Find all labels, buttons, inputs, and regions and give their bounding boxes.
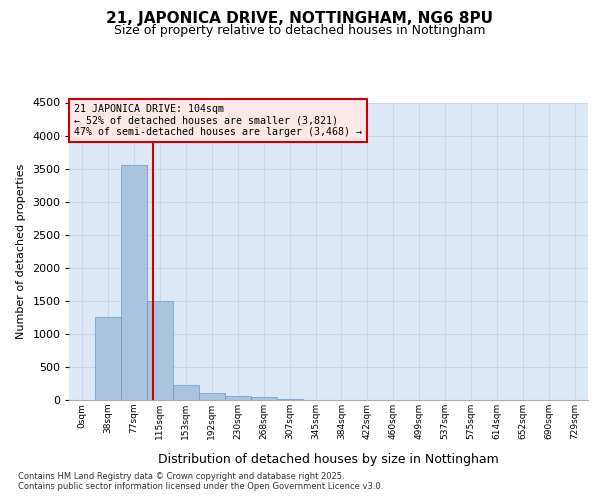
Text: Size of property relative to detached houses in Nottingham: Size of property relative to detached ho…: [114, 24, 486, 37]
Bar: [173, 385, 199, 400]
Text: 21 JAPONICA DRIVE: 104sqm
← 52% of detached houses are smaller (3,821)
47% of se: 21 JAPONICA DRIVE: 104sqm ← 52% of detac…: [74, 104, 362, 137]
Bar: [199, 394, 224, 400]
Y-axis label: Number of detached properties: Number of detached properties: [16, 164, 26, 339]
X-axis label: Distribution of detached houses by size in Nottingham: Distribution of detached houses by size …: [158, 453, 499, 466]
Bar: [251, 397, 277, 400]
Text: Contains HM Land Registry data © Crown copyright and database right 2025.: Contains HM Land Registry data © Crown c…: [18, 472, 344, 481]
Text: Contains public sector information licensed under the Open Government Licence v3: Contains public sector information licen…: [18, 482, 383, 491]
Bar: [121, 166, 147, 400]
Bar: [225, 396, 251, 400]
Bar: [147, 301, 173, 400]
Bar: [95, 318, 121, 400]
Text: 21, JAPONICA DRIVE, NOTTINGHAM, NG6 8PU: 21, JAPONICA DRIVE, NOTTINGHAM, NG6 8PU: [107, 11, 493, 26]
